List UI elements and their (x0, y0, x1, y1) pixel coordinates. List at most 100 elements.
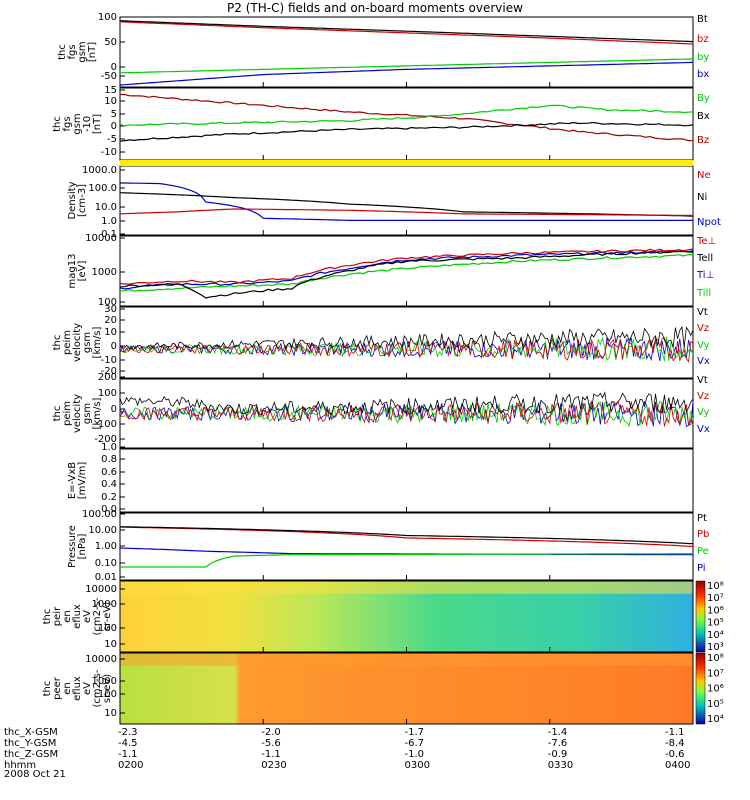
panel-frame (119, 448, 694, 513)
colorbar-label: 10⁸ (707, 581, 724, 592)
footer-value: -1.1 (118, 749, 138, 760)
series-bx (119, 121, 694, 142)
panel-frame (119, 235, 694, 307)
colorbar-label: 10⁵ (707, 618, 724, 629)
series-pe (120, 553, 693, 568)
colorbar-label: 10⁷ (707, 593, 724, 604)
y-tick-label: 10 (104, 96, 117, 107)
panel-10: 10⁸ 10⁷ 10⁶ 10⁵ 10⁴ 10000 1000 100 10thcpeerenef… (42, 652, 724, 725)
y-tick-label: 50 (104, 37, 117, 48)
y-tick-label: 0.4 (101, 479, 117, 490)
panel-8: 100.00 10.00 1.00 0.10 0.01 Pressure[nPa] Pi Pe… (67, 509, 709, 583)
legend-npot: Npot (697, 217, 721, 228)
series-ni (119, 192, 694, 217)
footer-row-label: thc_X-GSM (4, 727, 58, 738)
legend-bx: Bx (697, 111, 710, 122)
footer-value: -0.9 (547, 749, 568, 760)
colorbar-label: 10³ (707, 642, 724, 653)
y-tick-label: 10000 (85, 584, 117, 595)
y-tick-label: 100 (98, 12, 117, 23)
legend-pi: Pi (697, 563, 706, 574)
y-tick-label: 0.6 (101, 467, 117, 478)
y-tick-label: 0 (111, 341, 117, 352)
y-tick-label: 0.01 (95, 572, 117, 583)
series-bt (119, 20, 694, 43)
footer-value: -1.1 (261, 749, 281, 760)
y-tick-label: 10 (104, 327, 117, 338)
series-bx (119, 61, 694, 86)
legend-vt: Vt (697, 307, 708, 318)
series-vz (119, 400, 694, 427)
panel-frame (119, 16, 694, 88)
legend-ni: Ni (697, 192, 707, 203)
colorbar-label: 10⁴ (707, 630, 724, 641)
series-ti⊥ (119, 250, 694, 290)
colorbar-label: 10⁶ (707, 605, 724, 616)
y-axis-label: Density[cm-3] (67, 181, 88, 219)
legend-tell: Tell (696, 253, 713, 264)
y-tick-label: -200 (94, 434, 117, 445)
footer-value: -4.5 (118, 738, 138, 749)
legend-by: By (697, 93, 710, 104)
y-tick-label: 1000 (92, 599, 117, 610)
chart-title: P2 (TH-C) fields and on-board moments ov… (227, 1, 523, 15)
y-tick-label: 10 (104, 708, 117, 719)
y-tick-label: 1.0 (101, 442, 117, 453)
legend-ti⊥: Ti⊥ (696, 270, 714, 281)
legend-pe: Pe (697, 546, 709, 557)
y-tick-label: 100 (98, 623, 117, 634)
y-tick-label: 1.0 (101, 216, 117, 227)
legend-vx: Vx (697, 356, 710, 367)
legend-vz: Vz (697, 323, 709, 334)
series-vt (119, 391, 694, 416)
series-by (119, 104, 694, 127)
legend-bx: bx (697, 69, 709, 80)
legend-by: by (697, 52, 709, 63)
y-tick-label: 10000 (85, 654, 117, 665)
footer-value: -1.0 (404, 749, 425, 760)
y-tick-label: 0.1 (101, 229, 117, 240)
y-tick-label: 0 (111, 404, 117, 415)
footer-value: 0400 (665, 760, 691, 771)
legend-bz: bz (697, 34, 709, 45)
y-axis-label: thcfgsgsm[nT] (57, 41, 98, 62)
legend-till: Till (696, 288, 711, 299)
legend-bt: Bt (697, 14, 708, 25)
y-tick-label: 1.00 (95, 541, 117, 552)
y-tick-label: 100.0 (88, 183, 117, 194)
y-tick-label: -50 (101, 71, 117, 82)
y-axis-label: mag13[eV] (67, 254, 88, 289)
y-axis-label: thcpeirenefluxeV(cm2-s-sr-eV) (42, 597, 113, 635)
y-tick-label: 0.0 (101, 504, 117, 515)
heatmap-band (120, 581, 693, 594)
footer-value: -0.6 (665, 749, 685, 760)
footer-value: -2.3 (118, 727, 138, 738)
panel-3: 1000.0 100.0 10.0 1.0 0.1 Density[cm-3] Npot Ni… (67, 165, 721, 240)
legend-vy: Vy (697, 407, 710, 418)
y-tick-label: 15 (104, 85, 117, 96)
colorbar-label: 10⁶ (707, 684, 724, 695)
y-tick-label: -5 (107, 134, 117, 145)
footer-date: 2008 Oct 21 (4, 769, 66, 780)
series-ne (119, 208, 694, 217)
legend-pt: Pt (697, 513, 707, 524)
series-bz (119, 21, 694, 45)
y-tick-label: 0 (111, 121, 117, 132)
colorbar (695, 652, 706, 725)
series-pt (119, 526, 694, 545)
colorbar-label: 10⁴ (707, 714, 724, 725)
y-tick-label: 0.2 (101, 492, 117, 503)
y-tick-label: -10 (101, 355, 117, 366)
series-npot (120, 182, 693, 221)
y-tick-label: 1000.0 (82, 165, 117, 176)
heatmap-band (120, 653, 693, 666)
y-tick-label: 10 (104, 639, 117, 650)
panel-4: 10000 1000 100 mag13[eV] Till Ti⊥ Tell Te⊥ (67, 233, 716, 308)
colorbar (695, 580, 706, 653)
footer-value: -1.1 (665, 727, 685, 738)
y-tick-label: 0 (111, 62, 117, 73)
